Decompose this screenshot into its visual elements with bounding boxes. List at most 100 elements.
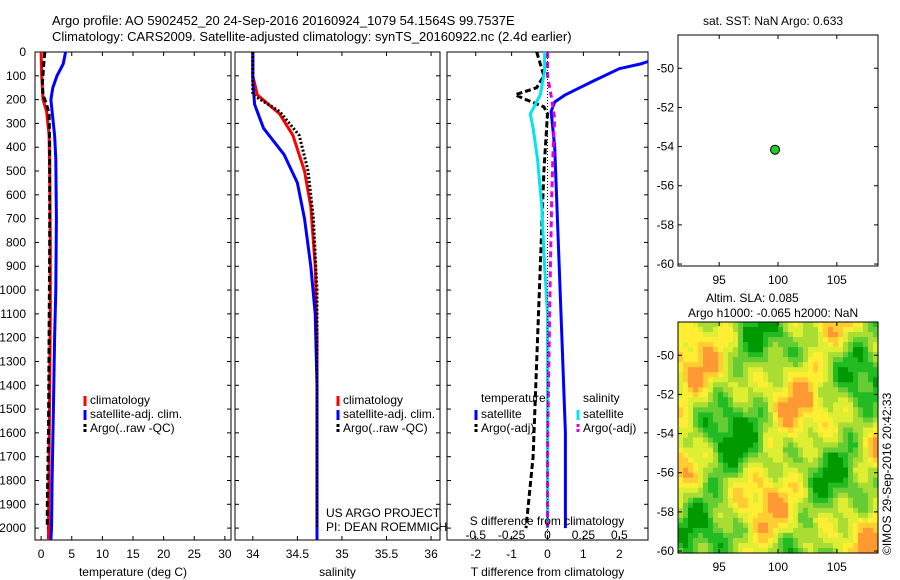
sla-heatmap-cell bbox=[768, 467, 774, 474]
sla-heatmap-cell bbox=[768, 432, 774, 439]
sla-heatmap-cell bbox=[873, 382, 879, 388]
difference-legend-label: satellite bbox=[481, 407, 522, 421]
sla-heatmap-cell bbox=[863, 502, 869, 509]
sla-heatmap-cell bbox=[723, 467, 729, 474]
sla-heatmap-cell bbox=[843, 367, 849, 373]
sla-heatmap-cell bbox=[773, 337, 779, 343]
sla-heatmap-cell bbox=[793, 477, 799, 484]
sla-heatmap-cell bbox=[743, 542, 749, 549]
sla-heatmap-cell bbox=[793, 442, 799, 449]
sla-heatmap-cell bbox=[713, 347, 719, 353]
sla-heatmap-cell bbox=[853, 432, 859, 439]
sla-heatmap-cell bbox=[813, 477, 819, 484]
sla-heatmap-cell bbox=[678, 517, 684, 524]
sla-heatmap-cell bbox=[843, 382, 849, 388]
sla-heatmap-cell bbox=[833, 377, 839, 383]
sla-heatmap-cell bbox=[848, 397, 854, 403]
sla-heatmap-cell bbox=[843, 402, 849, 408]
sla-heatmap-cell bbox=[838, 482, 844, 489]
sla-heatmap-cell bbox=[738, 507, 744, 514]
sla-heatmap-cell bbox=[713, 357, 719, 363]
sla-heatmap-cell bbox=[688, 337, 694, 343]
sla-heatmap-cell bbox=[823, 547, 829, 554]
sla-heatmap-cell bbox=[758, 517, 764, 524]
difference-s-tick-label: 0.25 bbox=[572, 528, 596, 542]
sla-heatmap-cell bbox=[808, 492, 814, 499]
sla-heatmap-cell bbox=[798, 547, 804, 554]
sla-heatmap-cell bbox=[798, 407, 804, 413]
sla-heatmap-cell bbox=[863, 547, 869, 554]
sla-heatmap-cell bbox=[868, 537, 874, 544]
sla-heatmap-cell bbox=[678, 422, 684, 429]
sla-heatmap-cell bbox=[698, 502, 704, 509]
sla-heatmap-cell bbox=[708, 517, 714, 524]
sla-heatmap-cell bbox=[798, 367, 804, 373]
sla-heatmap-cell bbox=[803, 332, 809, 338]
sla-heatmap-cell bbox=[763, 352, 769, 358]
sla-heatmap-cell bbox=[758, 437, 764, 444]
sla-heatmap-cell bbox=[778, 412, 784, 419]
sla-heatmap-cell bbox=[778, 497, 784, 504]
sla-heatmap-cell bbox=[678, 477, 684, 484]
sla-heatmap-cell bbox=[723, 457, 729, 464]
sla-heatmap-cell bbox=[753, 482, 759, 489]
sla-heatmap-cell bbox=[698, 477, 704, 484]
sla-heatmap-cell bbox=[723, 472, 729, 479]
sla-heatmap-cell bbox=[828, 512, 834, 519]
sla-heatmap-cell bbox=[853, 422, 859, 429]
sla-heatmap-cell bbox=[728, 422, 734, 429]
sla-heatmap-cell bbox=[848, 387, 854, 393]
sla-heatmap-cell bbox=[838, 537, 844, 544]
sla-heatmap-cell bbox=[678, 537, 684, 544]
sla-heatmap-cell bbox=[708, 437, 714, 444]
sla-heatmap-cell bbox=[783, 472, 789, 479]
sla-heatmap-cell bbox=[783, 492, 789, 499]
sla-heatmap-cell bbox=[828, 452, 834, 459]
sla-heatmap-cell bbox=[733, 482, 739, 489]
sla-heatmap-cell bbox=[873, 442, 879, 449]
sla-heatmap-cell bbox=[808, 357, 814, 363]
sla-heatmap-cell bbox=[678, 502, 684, 509]
sla-heatmap-cell bbox=[853, 397, 859, 403]
sla-heatmap-cell bbox=[783, 347, 789, 353]
sla-heatmap-cell bbox=[833, 432, 839, 439]
sla-heatmap-cell bbox=[833, 522, 839, 529]
sla-heatmap-cell bbox=[808, 412, 814, 419]
sla-heatmap-cell bbox=[858, 477, 864, 484]
sla-heatmap-cell bbox=[683, 412, 689, 419]
sla-heatmap-cell bbox=[693, 527, 699, 534]
sla-heatmap-cell bbox=[678, 427, 684, 434]
sla-heatmap-cell bbox=[858, 542, 864, 549]
sla-heatmap-cell bbox=[813, 452, 819, 459]
sla-heatmap-cell bbox=[833, 462, 839, 469]
sla-heatmap-cell bbox=[713, 327, 719, 333]
sla-heatmap-cell bbox=[713, 367, 719, 373]
sla-heatmap-cell bbox=[808, 462, 814, 469]
sla-heatmap-cell bbox=[698, 482, 704, 489]
sla-heatmap-cell bbox=[743, 352, 749, 358]
sla-heatmap-cell bbox=[803, 512, 809, 519]
sla-heatmap-cell bbox=[768, 532, 774, 539]
sla-heatmap-cell bbox=[818, 437, 824, 444]
sla-heatmap-cell bbox=[683, 537, 689, 544]
sla-heatmap-cell bbox=[838, 372, 844, 378]
sla-heatmap-cell bbox=[803, 542, 809, 549]
sla-heatmap-cell bbox=[778, 362, 784, 368]
sla-heatmap-cell bbox=[778, 352, 784, 358]
sla-heatmap-cell bbox=[708, 337, 714, 343]
sla-heatmap-cell bbox=[828, 462, 834, 469]
sla-heatmap-cell bbox=[838, 402, 844, 408]
sla-heatmap-cell bbox=[803, 462, 809, 469]
sla-heatmap-cell bbox=[723, 332, 729, 338]
sla-heatmap-cell bbox=[768, 402, 774, 408]
sla-heatmap-cell bbox=[688, 347, 694, 353]
sla-heatmap-cell bbox=[818, 367, 824, 373]
sst-map-xtick-label: 95 bbox=[712, 273, 726, 287]
sla-heatmap-cell bbox=[778, 542, 784, 549]
sla-heatmap-cell bbox=[758, 362, 764, 368]
sla-heatmap-cell bbox=[798, 502, 804, 509]
sla-heatmap-cell bbox=[783, 542, 789, 549]
sla-heatmap-cell bbox=[828, 517, 834, 524]
sla-heatmap-cell bbox=[808, 402, 814, 408]
sla-heatmap-cell bbox=[733, 327, 739, 333]
